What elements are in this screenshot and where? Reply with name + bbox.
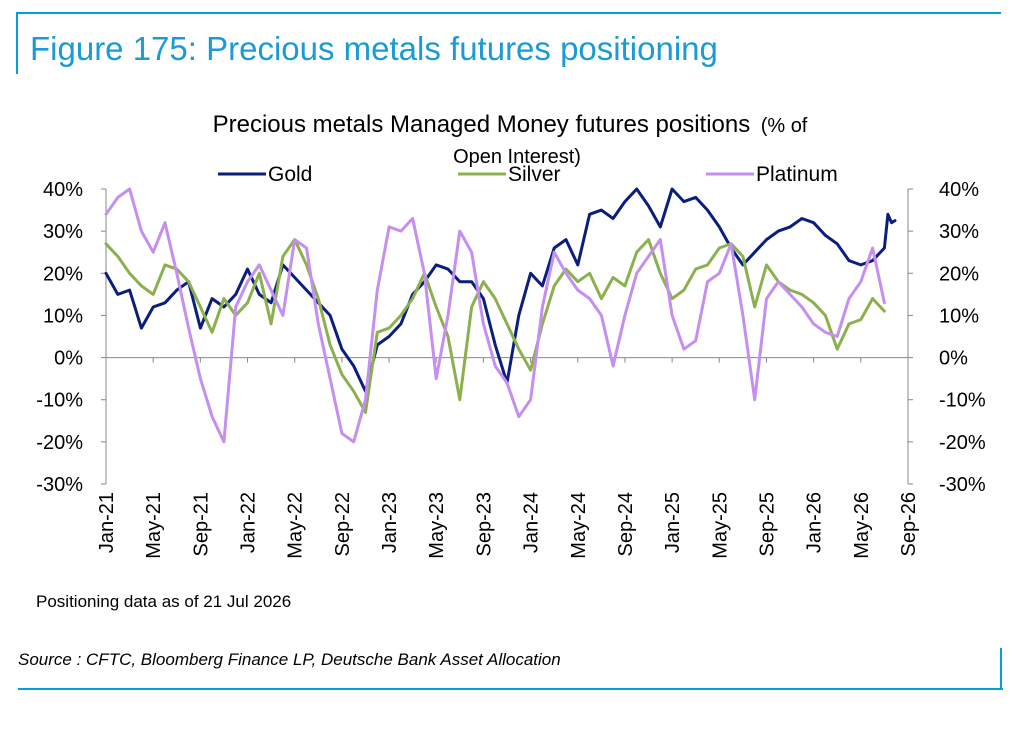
frame-right-rule [1000, 648, 1002, 690]
chart-title-line2: Open Interest) [453, 146, 581, 168]
frame-left-rule [16, 12, 18, 74]
series-layer [104, 187, 897, 444]
y-tick-label-right: 20% [939, 263, 979, 285]
x-tick-label: May-23 [426, 492, 448, 559]
x-tick-label: Sep-26 [898, 492, 920, 557]
series-line-gold [104, 187, 897, 393]
y-tick-label-right: -10% [939, 390, 986, 412]
y-tick-label-left: 20% [43, 263, 83, 285]
x-tick-label: Jan-21 [96, 492, 118, 553]
chart-title-suffix: (% of [761, 115, 808, 137]
x-tick-label: Sep-22 [332, 492, 354, 557]
series-line-platinum [104, 187, 886, 444]
x-tick-label: Jan-25 [662, 492, 684, 553]
axes-layer: 40% 40% 30% 30% 20% 20% 10% 10% 0% 0% -10% -10% -20%… [36, 179, 986, 559]
y-tick-label-left: 10% [43, 305, 83, 327]
y-tick-label-right: 0% [939, 348, 968, 370]
chart-title: Precious metals Managed Money futures po… [213, 111, 751, 138]
y-tick-label-left: -10% [36, 390, 83, 412]
y-tick-label-left: 40% [43, 179, 83, 201]
x-tick-label: Jan-23 [379, 492, 401, 553]
legend: Gold Silver Platinum [218, 163, 838, 186]
legend-label-platinum: Platinum [756, 163, 838, 186]
y-tick-label-right: 30% [939, 221, 979, 243]
x-tick-label: Sep-23 [473, 492, 495, 557]
chart: Precious metals Managed Money futures po… [36, 111, 986, 559]
chart-title-line1: Precious metals Managed Money futures po… [213, 111, 808, 138]
x-tick-label: Sep-24 [615, 492, 637, 557]
x-tick-label: May-22 [285, 492, 307, 559]
legend-label-silver: Silver [508, 163, 561, 186]
x-tick-label: Sep-25 [756, 492, 778, 557]
x-tick-label: Jan-24 [521, 492, 543, 553]
y-tick-label-right: 10% [939, 305, 979, 327]
frame-top-rule [16, 12, 1001, 14]
x-tick-label: Jan-26 [804, 492, 826, 553]
legend-label-gold: Gold [268, 163, 312, 186]
frame-bottom-rule [18, 688, 1003, 690]
x-tick-label: May-24 [568, 492, 590, 559]
y-tick-label-right: 40% [939, 179, 979, 201]
data-note: Positioning data as of 21 Jul 2026 [36, 592, 292, 611]
source-note: Source : CFTC, Bloomberg Finance LP, Deu… [18, 650, 561, 669]
x-tick-label: May-25 [709, 492, 731, 559]
y-tick-label-right: -20% [939, 432, 986, 454]
y-tick-label-left: 0% [54, 348, 83, 370]
x-tick-label: Jan-22 [238, 492, 260, 553]
y-tick-label-left: -30% [36, 474, 83, 496]
y-tick-label-left: -20% [36, 432, 83, 454]
y-tick-label-right: -30% [939, 474, 986, 496]
x-tick-label: May-21 [143, 492, 165, 559]
series-line-silver [104, 238, 886, 414]
x-tick-label: May-26 [851, 492, 873, 559]
x-tick-label: Sep-21 [190, 492, 212, 557]
y-tick-label-left: 30% [43, 221, 83, 243]
figure-title: Figure 175: Precious metals futures posi… [30, 30, 718, 67]
